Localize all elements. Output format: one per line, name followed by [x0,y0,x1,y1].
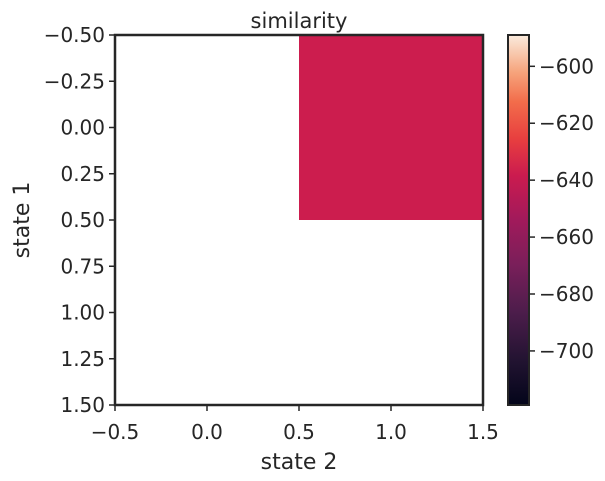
colorbar-ticks: −600 −620 −640 −660 −680 −700 [529,54,594,363]
x-tick-label: 1.0 [375,420,407,444]
y-tick-label: −0.25 [44,69,105,93]
heatmap-cells [299,35,483,220]
colorbar-tick-label: −600 [539,54,594,78]
x-tick-label: 1.5 [467,420,499,444]
y-tick-label: 1.50 [60,393,105,417]
y-tick-label: 1.25 [60,347,105,371]
y-tick-label: 0.50 [60,208,105,232]
colorbar-tick-label: −680 [539,282,594,306]
y-tick-label: −0.50 [44,23,105,47]
x-axis-label: state 2 [261,450,338,475]
colorbar-tick-label: −660 [539,225,594,249]
x-axis-ticks: −0.5 0.0 0.5 1.0 1.5 [91,405,499,444]
y-axis-label: state 1 [10,182,35,259]
y-tick-label: 0.25 [60,162,105,186]
colorbar-tick-label: −700 [539,339,594,363]
y-tick-label: 1.00 [60,301,105,325]
colorbar-tick-label: −640 [539,168,594,192]
x-tick-label: 0.5 [283,420,315,444]
colorbar [507,34,530,406]
x-tick-label: −0.5 [91,420,140,444]
heatmap-cell [299,35,483,220]
chart-title: similarity [251,9,348,33]
y-tick-label: 0.00 [60,116,105,140]
y-axis-ticks: −0.50 −0.25 0.00 0.25 0.50 0.75 1.00 1.25 1.50 [44,23,115,417]
x-tick-label: 0.0 [191,420,223,444]
y-tick-label: 0.75 [60,254,105,278]
colorbar-tick-label: −620 [539,111,594,135]
